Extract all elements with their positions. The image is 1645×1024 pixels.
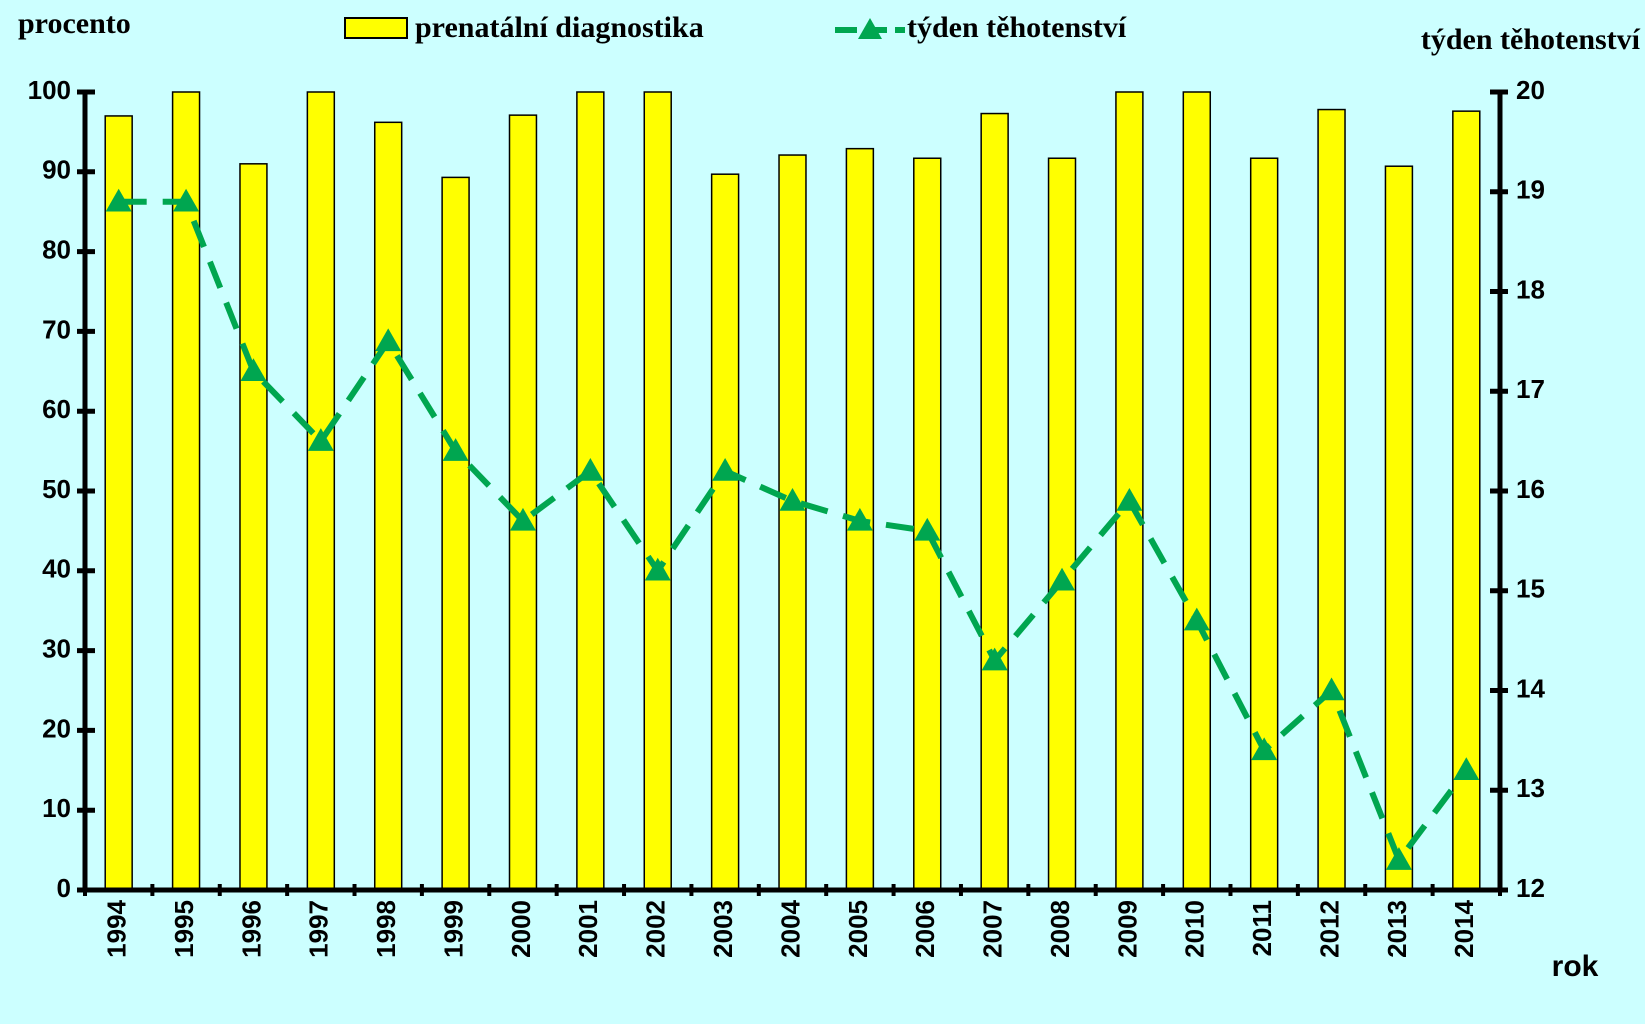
- y2-tick-label: 15: [1516, 574, 1545, 604]
- x-tick-label: 1998: [371, 900, 401, 958]
- y2-tick-label: 18: [1516, 274, 1545, 304]
- legend-label: prenatální diagnostika: [415, 11, 704, 44]
- line-marker: [509, 507, 536, 531]
- bar: [1047, 157, 1077, 891]
- x-tick-label: 2014: [1449, 899, 1479, 957]
- bar: [643, 91, 672, 891]
- x-tick-label: 2002: [641, 900, 671, 958]
- x-tick-label: 2003: [708, 900, 738, 958]
- line-marker: [914, 517, 941, 541]
- x-tick-label: 1997: [304, 900, 334, 958]
- line-marker: [712, 458, 739, 481]
- x-tick-label: 2001: [573, 900, 603, 958]
- x-tick-label: 2007: [978, 900, 1008, 958]
- bar: [306, 91, 336, 891]
- line-marker: [307, 428, 334, 451]
- line-marker: [105, 188, 132, 212]
- line-marker: [1049, 567, 1076, 591]
- y-tick-label: 100: [28, 75, 71, 105]
- y2-tick-label: 13: [1516, 773, 1545, 803]
- y-tick-label: 20: [42, 713, 71, 743]
- y2-tick-label: 16: [1516, 474, 1545, 504]
- bar: [980, 112, 1009, 891]
- x-tick-label: 2010: [1180, 900, 1210, 958]
- line-marker: [442, 438, 469, 461]
- y2-tick-label: 17: [1516, 374, 1545, 404]
- x-tick-label: 2009: [1112, 900, 1142, 958]
- line-marker: [1453, 757, 1480, 781]
- bar: [104, 115, 133, 891]
- x-tick-label: 1994: [102, 899, 132, 957]
- legend-swatch: [344, 17, 408, 39]
- line-marker: [1116, 487, 1143, 511]
- x-tick-label: 1996: [236, 900, 266, 958]
- line-marker: [644, 557, 671, 581]
- line: [118, 198, 1469, 867]
- x-tick-label: 2008: [1045, 900, 1075, 958]
- y-tick-label: 90: [42, 155, 71, 185]
- line-marker: [1318, 677, 1345, 701]
- y2-tick-label: 12: [1516, 873, 1545, 903]
- y-tick-label: 0: [57, 873, 71, 903]
- bar: [1384, 165, 1414, 891]
- y2-tick-label: 14: [1516, 673, 1545, 703]
- line-marker: [1385, 847, 1412, 870]
- y-axis-label: procento: [18, 7, 131, 40]
- x-tick-label: 2006: [910, 900, 940, 958]
- x-tick-label: 2011: [1247, 900, 1277, 956]
- line-marker: [577, 458, 604, 481]
- line-marker: [779, 487, 806, 511]
- x-tick-label: 1999: [438, 900, 468, 958]
- bar: [239, 163, 268, 891]
- bar: [373, 121, 403, 891]
- y-tick-label: 30: [42, 633, 71, 663]
- y2-axis-label: týden těhotenství: [1421, 23, 1641, 56]
- y-tick-label: 10: [42, 793, 71, 823]
- line-marker: [240, 358, 267, 382]
- y2-tick-label: 19: [1516, 175, 1545, 205]
- x-tick-label: 2013: [1382, 900, 1412, 958]
- line-marker: [981, 647, 1008, 671]
- x-tick-label: 2000: [506, 900, 536, 958]
- x-tick-label: 2005: [843, 900, 873, 958]
- line-marker: [375, 328, 402, 352]
- bar: [576, 91, 605, 891]
- bar: [1249, 157, 1279, 891]
- bar: [508, 114, 538, 891]
- bar: [1317, 108, 1346, 891]
- bar: [171, 91, 201, 891]
- x-tick-label: 2012: [1314, 900, 1344, 958]
- y2-tick-label: 20: [1516, 75, 1545, 105]
- x-tick-label: 1995: [169, 900, 199, 958]
- line-marker: [1183, 607, 1210, 631]
- bar: [1182, 91, 1212, 891]
- bar: [710, 173, 740, 891]
- line-marker: [846, 507, 873, 531]
- x-axis-label: rok: [1552, 950, 1599, 983]
- y-tick-label: 60: [42, 394, 71, 424]
- y-tick-label: 80: [42, 234, 71, 264]
- y-tick-label: 50: [42, 474, 71, 504]
- y-tick-label: 40: [42, 554, 71, 584]
- legend-marker: [858, 18, 882, 39]
- legend-label: týden těhotenství: [907, 11, 1127, 44]
- bar: [441, 176, 470, 891]
- line-marker: [1251, 737, 1278, 761]
- bar: [778, 154, 807, 891]
- x-tick-label: 2004: [775, 899, 805, 957]
- line-marker: [173, 188, 200, 212]
- y-tick-label: 70: [42, 314, 71, 344]
